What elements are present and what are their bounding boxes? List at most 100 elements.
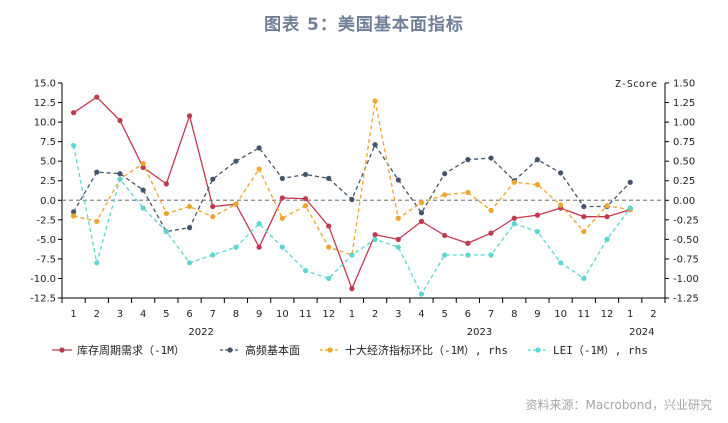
series-1-point bbox=[140, 187, 146, 193]
series-3-point bbox=[372, 236, 378, 242]
x-year-label: 2022 bbox=[188, 327, 213, 338]
x-tick-label: 11 bbox=[299, 309, 312, 320]
x-tick-label: 3 bbox=[117, 309, 123, 320]
x-tick-label: 2 bbox=[650, 309, 656, 320]
series-3-point bbox=[163, 228, 169, 235]
x-tick-label: 8 bbox=[233, 309, 239, 320]
left-tick-label: 7.5 bbox=[40, 137, 56, 148]
series-0-point bbox=[279, 195, 285, 201]
right-tick-label: 1.25 bbox=[673, 98, 695, 109]
series-2-point bbox=[465, 189, 471, 196]
series-0-point bbox=[349, 286, 355, 292]
series-1-point bbox=[349, 196, 355, 203]
series-3-point bbox=[534, 228, 541, 235]
x-tick-label: 4 bbox=[418, 309, 424, 320]
right-tick-label: 0.00 bbox=[673, 196, 695, 207]
right-tick-label: 1.50 bbox=[673, 79, 695, 90]
left-tick-label: -7.5 bbox=[36, 254, 56, 265]
series-0-point bbox=[581, 214, 587, 220]
series-2-point bbox=[558, 202, 564, 208]
series-1-point bbox=[279, 175, 285, 181]
x-tick-label: 10 bbox=[276, 309, 289, 320]
series-3-point bbox=[627, 205, 633, 211]
series-3-point bbox=[210, 252, 216, 258]
series-3-point bbox=[279, 244, 285, 250]
series-2-point bbox=[94, 218, 100, 224]
series-1-point bbox=[94, 169, 100, 175]
series-3-point bbox=[94, 260, 100, 266]
legend-marker-3 bbox=[535, 347, 541, 353]
right-axis-label: Z-Score bbox=[615, 79, 657, 90]
right-tick-label: -0.75 bbox=[673, 254, 699, 265]
x-tick-label: 1 bbox=[627, 309, 633, 320]
series-0-point bbox=[511, 215, 517, 221]
right-tick-label: -1.25 bbox=[673, 294, 699, 305]
series-1-point bbox=[210, 176, 216, 182]
series-0-point bbox=[186, 113, 193, 119]
series-0-point bbox=[117, 117, 123, 124]
series-3-point bbox=[233, 244, 239, 250]
series-1-point bbox=[256, 145, 262, 151]
series-1-point bbox=[326, 175, 332, 181]
series-1-point bbox=[418, 210, 425, 216]
series-2-point bbox=[488, 207, 494, 214]
series-1-point bbox=[395, 177, 401, 183]
series-0-point bbox=[302, 196, 309, 202]
left-tick-label: -5.0 bbox=[36, 235, 56, 246]
left-tick-label: -10.0 bbox=[30, 274, 56, 285]
series-2-point bbox=[372, 98, 378, 104]
series-0-point bbox=[372, 232, 378, 238]
left-tick-label: 5.0 bbox=[40, 157, 56, 168]
series-1-point bbox=[372, 142, 378, 148]
x-tick-label: 12 bbox=[601, 309, 614, 320]
right-tick-label: 1.00 bbox=[673, 118, 695, 129]
series-2-point bbox=[233, 201, 239, 207]
legend-label-2: 十大经济指标环比（-1M）, rhs bbox=[345, 343, 508, 357]
legend-label-1: 高频基本面 bbox=[245, 343, 300, 357]
x-tick-label: 1 bbox=[349, 309, 355, 320]
series-1-point bbox=[117, 171, 123, 177]
series-2-point bbox=[534, 182, 541, 188]
series-1-point bbox=[233, 158, 239, 164]
left-tick-label: 2.5 bbox=[40, 176, 56, 187]
series-0-point bbox=[418, 218, 425, 224]
legend-marker-0 bbox=[59, 347, 65, 353]
series-2-point bbox=[326, 244, 332, 250]
series-2-point bbox=[581, 228, 587, 235]
legend-label-3: LEI（-1M）, rhs bbox=[553, 344, 648, 357]
series-0-point bbox=[70, 110, 77, 116]
series-3-point bbox=[326, 275, 332, 282]
left-tick-label: 15.0 bbox=[34, 79, 56, 90]
x-tick-label: 7 bbox=[488, 309, 494, 320]
right-tick-label: -0.25 bbox=[673, 215, 699, 226]
x-tick-label: 9 bbox=[534, 309, 540, 320]
x-year-label: 2024 bbox=[629, 327, 654, 338]
left-tick-label: -12.5 bbox=[30, 294, 56, 305]
series-2-point bbox=[604, 203, 610, 209]
series-2-point bbox=[442, 192, 448, 198]
series-2-point bbox=[418, 200, 425, 206]
series-0-point bbox=[604, 214, 610, 220]
left-tick-label: 12.5 bbox=[34, 98, 56, 109]
x-tick-label: 5 bbox=[163, 309, 169, 320]
series-1-point bbox=[627, 179, 633, 185]
x-tick-label: 1 bbox=[70, 309, 76, 320]
series-3-point bbox=[140, 205, 146, 211]
series-3-point bbox=[186, 260, 193, 266]
series-2-point bbox=[210, 214, 216, 220]
x-tick-label: 12 bbox=[322, 309, 335, 320]
right-tick-label: -1.00 bbox=[673, 274, 699, 285]
x-tick-label: 4 bbox=[140, 309, 146, 320]
series-0-point bbox=[465, 240, 471, 246]
series-3-point bbox=[349, 252, 355, 258]
legend-label-0: 库存周期需求（-1M） bbox=[77, 343, 185, 357]
x-tick-label: 9 bbox=[256, 309, 262, 320]
series-1-point bbox=[70, 209, 77, 215]
series-line-3 bbox=[72, 145, 631, 296]
left-tick-label: 10.0 bbox=[34, 118, 56, 129]
left-tick-label: 0.0 bbox=[40, 196, 56, 207]
x-tick-label: 3 bbox=[395, 309, 401, 320]
source-note: 资料来源：Macrobond，兴业研究 bbox=[525, 398, 713, 412]
series-0-point bbox=[395, 236, 401, 242]
